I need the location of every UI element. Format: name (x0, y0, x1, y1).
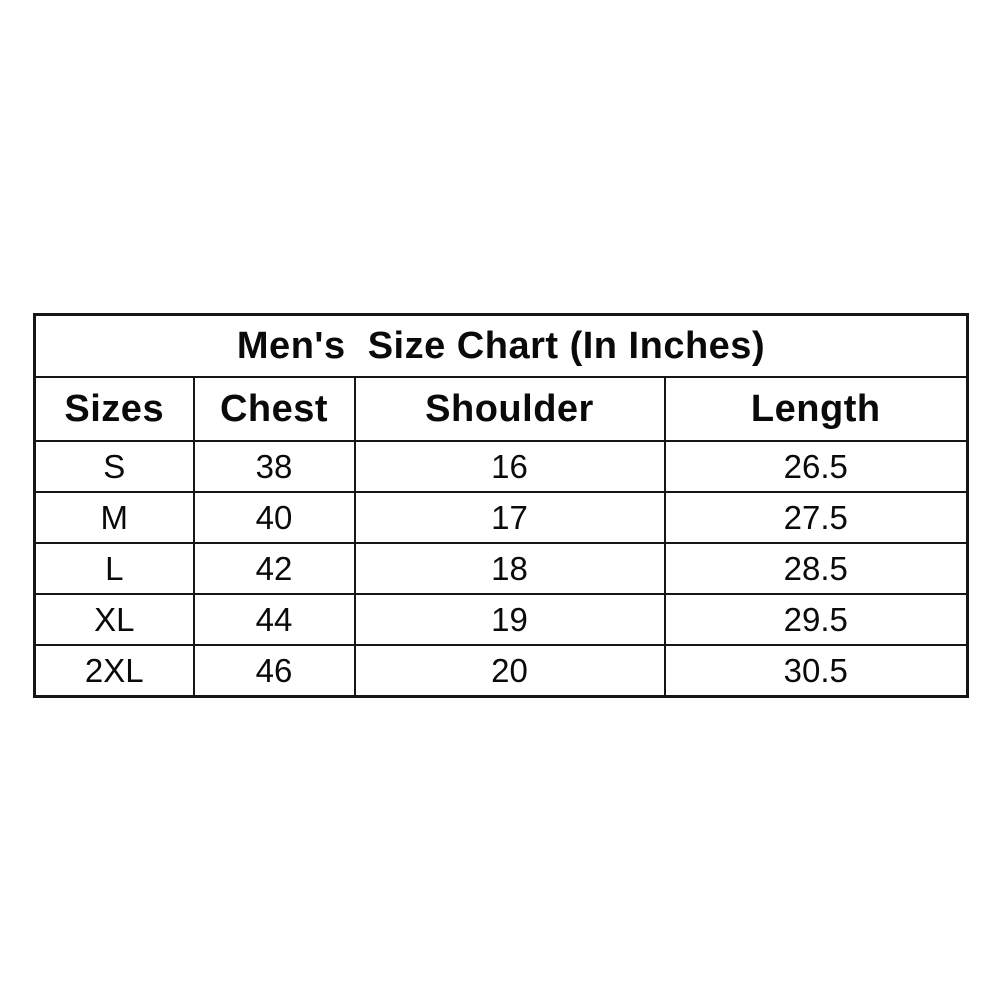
cell-chest: 44 (192, 593, 356, 646)
cell-size: M (33, 491, 195, 544)
cell-size: XL (33, 593, 195, 646)
cell-length: 29.5 (663, 593, 969, 646)
cell-chest: 38 (192, 440, 356, 493)
cell-length: 30.5 (663, 644, 969, 698)
cell-shoulder: 18 (353, 542, 666, 595)
cell-length: 27.5 (663, 491, 969, 544)
cell-chest: 42 (192, 542, 356, 595)
table-header-row: Sizes Chest Shoulder Length (33, 376, 969, 442)
table-title-row: Men's Size Chart (In Inches) (33, 313, 969, 378)
cell-size: L (33, 542, 195, 595)
cell-chest: 40 (192, 491, 356, 544)
table-row-s: S 38 16 26.5 (33, 440, 969, 493)
table-row-l: L 42 18 28.5 (33, 542, 969, 595)
header-cell-sizes: Sizes (33, 376, 195, 442)
header-cell-shoulder: Shoulder (353, 376, 666, 442)
cell-chest: 46 (192, 644, 356, 698)
cell-shoulder: 20 (353, 644, 666, 698)
cell-shoulder: 16 (353, 440, 666, 493)
cell-length: 28.5 (663, 542, 969, 595)
cell-length: 26.5 (663, 440, 969, 493)
table-row-xl: XL 44 19 29.5 (33, 593, 969, 646)
table-title: Men's Size Chart (In Inches) (33, 313, 969, 378)
table-row-m: M 40 17 27.5 (33, 491, 969, 544)
cell-shoulder: 17 (353, 491, 666, 544)
size-chart-table: Men's Size Chart (In Inches) Sizes Chest… (33, 313, 969, 698)
cell-size: S (33, 440, 195, 493)
cell-size: 2XL (33, 644, 195, 698)
table-row-2xl: 2XL 46 20 30.5 (33, 644, 969, 698)
header-cell-chest: Chest (192, 376, 356, 442)
header-cell-length: Length (663, 376, 969, 442)
cell-shoulder: 19 (353, 593, 666, 646)
